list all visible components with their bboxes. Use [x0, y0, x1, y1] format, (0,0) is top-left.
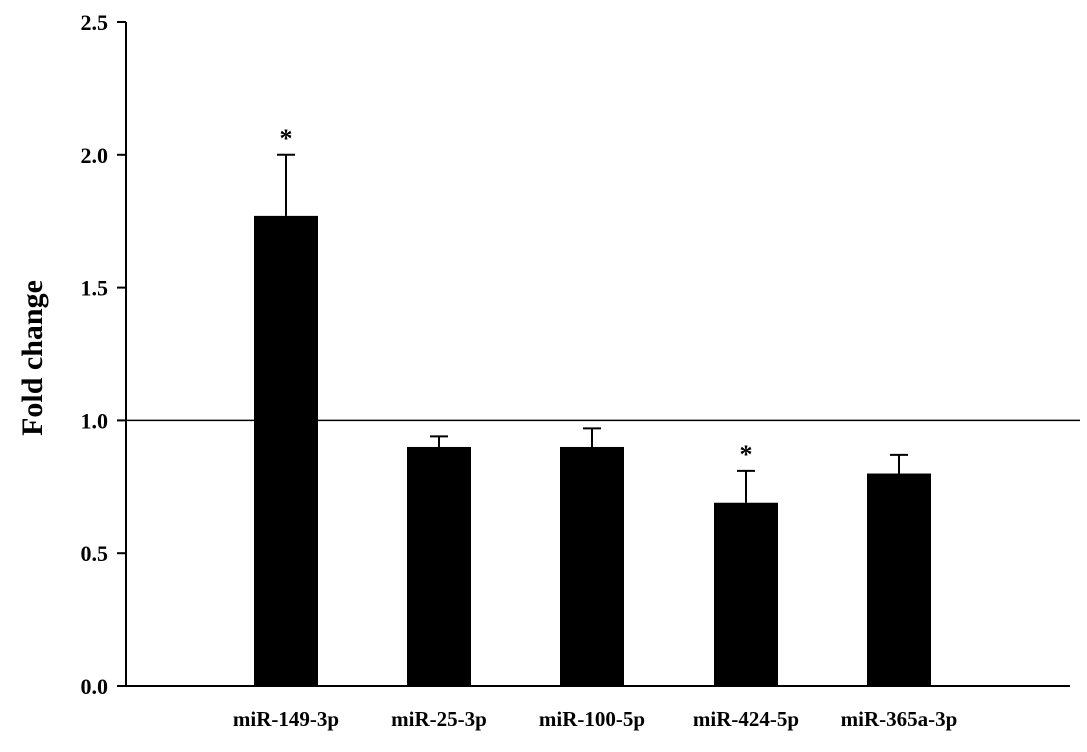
- bar: [560, 446, 624, 686]
- significance-marker: *: [280, 124, 293, 153]
- bar: [254, 215, 318, 686]
- bar: [867, 473, 931, 686]
- y-tick-label: 0.5: [81, 541, 109, 566]
- y-axis-label: Fold change: [16, 280, 49, 436]
- y-tick-label: 1.5: [81, 276, 109, 301]
- x-tick-label: miR-424-5p: [693, 707, 799, 731]
- bar: [714, 502, 778, 686]
- significance-marker: *: [740, 440, 753, 469]
- x-tick-label: miR-365a-3p: [841, 707, 958, 731]
- plot-area: 0.0 0.5 1.0 1.5 2.0 2.5 * miR-149-3p miR-25-3p mi…: [81, 10, 1080, 731]
- y-tick-label: 2.5: [81, 10, 109, 35]
- x-tick-label: miR-149-3p: [233, 707, 339, 731]
- y-tick-label: 0.0: [81, 674, 109, 699]
- bar: [407, 446, 471, 686]
- y-tick-label: 1.0: [81, 408, 109, 433]
- x-tick-label: miR-100-5p: [539, 707, 645, 731]
- x-tick-label: miR-25-3p: [391, 707, 487, 731]
- y-tick-label: 2.0: [81, 143, 109, 168]
